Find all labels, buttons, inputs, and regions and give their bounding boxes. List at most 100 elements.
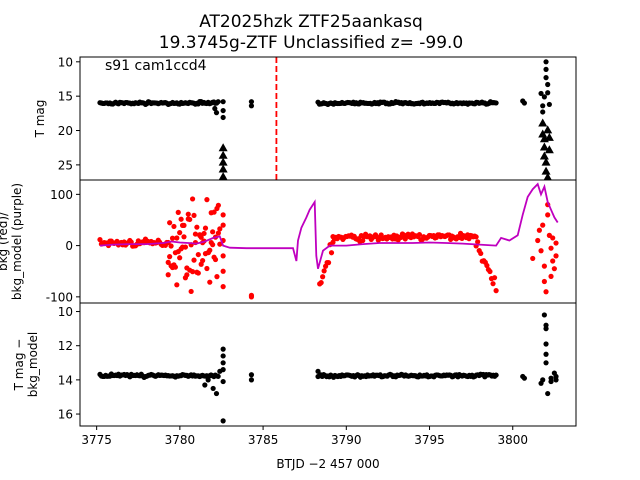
data-point (207, 279, 213, 285)
data-point (248, 103, 255, 109)
axes-frame-bottom (79, 302, 577, 427)
upper-limit-marker (544, 132, 554, 141)
data-point (175, 209, 181, 215)
y-tick-label: 16 (58, 408, 73, 422)
upper-limit-marker (541, 166, 551, 175)
data-point (210, 229, 216, 235)
data-point (195, 251, 201, 258)
plot-area-bottom (97, 312, 559, 424)
data-point (540, 109, 546, 115)
figure-title-line2: 19.3745g-ZTF Unclassified z= -99.0 (159, 33, 464, 53)
data-point (202, 225, 209, 231)
data-point (195, 270, 201, 276)
data-point (194, 224, 200, 230)
data-point (220, 418, 226, 424)
data-point (177, 255, 183, 261)
data-point (541, 94, 547, 100)
data-point (538, 248, 544, 254)
data-point (204, 265, 210, 272)
plot-area-middle (97, 182, 559, 300)
data-point (360, 237, 366, 244)
data-point (177, 230, 183, 236)
x-tick-label: 3800 (497, 433, 528, 447)
data-point (530, 255, 536, 262)
data-point (478, 250, 484, 257)
data-point (553, 240, 559, 246)
data-point (541, 312, 547, 318)
data-point (182, 244, 189, 250)
y-axis-label-bottom: T mag −bkg_model (12, 332, 40, 398)
data-point (217, 226, 223, 232)
data-point (220, 367, 226, 373)
upper-limit-marker (218, 143, 228, 152)
data-point (167, 220, 173, 226)
y-tick-label: 20 (58, 124, 73, 138)
data-point (168, 243, 174, 249)
data-point (188, 288, 194, 295)
data-point (210, 385, 216, 392)
data-point (535, 237, 541, 244)
data-point (215, 230, 221, 236)
data-point (550, 258, 556, 264)
y-tick-label: -100 (46, 290, 73, 304)
data-point (165, 259, 171, 265)
data-point (165, 272, 171, 278)
data-point (493, 100, 499, 106)
data-point (181, 234, 187, 240)
data-point (543, 341, 549, 347)
top-panel-tmag: 10 15 20 25 T mag s91 cam1ccd4 (33, 55, 577, 181)
plot-area-top (97, 59, 554, 180)
data-point (553, 377, 559, 383)
data-point (220, 378, 226, 385)
data-point (215, 99, 221, 105)
data-point (211, 209, 217, 215)
data-point (543, 59, 549, 65)
upper-limit-marker (539, 151, 549, 160)
x-tick-label: 3780 (165, 433, 196, 447)
data-point (543, 66, 549, 72)
data-point (191, 257, 197, 263)
data-point (210, 242, 216, 248)
data-point (189, 196, 196, 202)
data-point (220, 253, 226, 259)
data-point (220, 212, 226, 218)
data-point (548, 273, 554, 279)
figure-title-line1: AT2025hzk ZTF25aankasq (199, 12, 423, 32)
data-point (551, 266, 557, 272)
data-point (248, 99, 255, 105)
data-point (545, 390, 551, 397)
data-point (205, 377, 211, 383)
data-point (543, 326, 549, 332)
upper-limit-marker (218, 157, 228, 166)
data-point (220, 353, 226, 359)
data-point (171, 223, 177, 230)
data-point (541, 278, 547, 285)
data-point (543, 75, 549, 81)
data-point (536, 227, 542, 233)
data-point (217, 241, 223, 247)
data-point (215, 202, 221, 208)
y-axis-label-middle: bkg (red)/bkg_model (purple) (0, 183, 24, 300)
x-tick-label: 3795 (414, 433, 445, 447)
data-point (187, 216, 193, 223)
data-point (248, 377, 255, 383)
data-point (181, 222, 187, 228)
y-tick-label: 25 (58, 158, 73, 172)
data-point (543, 351, 549, 357)
data-point (548, 245, 554, 251)
data-point (538, 90, 544, 97)
data-point (328, 250, 335, 256)
upper-limit-marker (218, 150, 228, 159)
data-point (315, 368, 321, 374)
y-tick-label: 12 (58, 339, 73, 353)
upper-limit-marker (539, 142, 549, 151)
upper-limit-marker (543, 125, 553, 134)
data-point (325, 260, 332, 266)
data-point (202, 382, 208, 388)
data-point (174, 235, 180, 241)
data-point (220, 346, 226, 352)
data-point (201, 230, 207, 237)
upper-limit-marker (544, 145, 554, 154)
data-point (220, 268, 226, 274)
data-point (546, 101, 552, 108)
